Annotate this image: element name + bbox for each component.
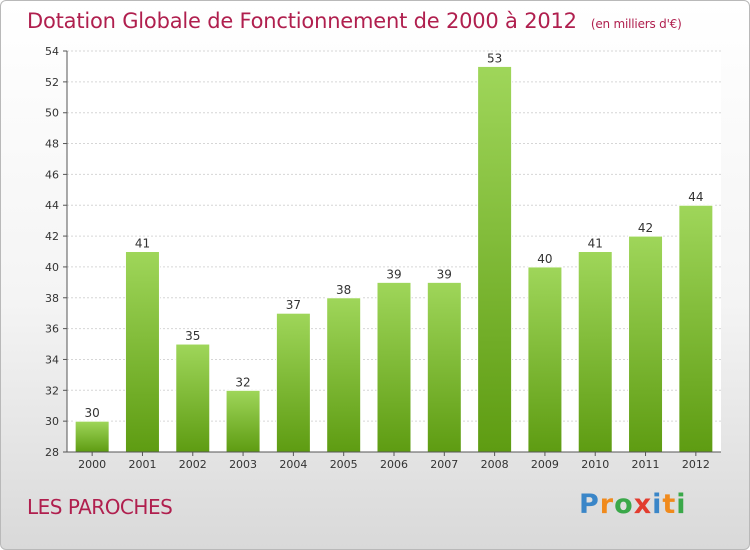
bar-value-label: 35 [185, 329, 200, 343]
x-tick-label: 2004 [279, 458, 307, 471]
bar-value-label: 41 [135, 237, 150, 251]
y-tick-label: 52 [45, 76, 59, 89]
logo-letter: i [652, 489, 663, 520]
x-tick-label: 2009 [531, 458, 559, 471]
bar-value-label: 39 [386, 267, 401, 281]
bars [74, 65, 714, 453]
bar-value-label: 44 [688, 190, 703, 204]
bar-value-label: 53 [487, 51, 502, 65]
bar [326, 297, 362, 453]
bar [477, 65, 513, 453]
bar-value-label: 42 [638, 221, 653, 235]
bar [628, 235, 664, 453]
x-tick-label: 2001 [128, 458, 156, 471]
x-tick-label: 2012 [682, 458, 710, 471]
bar [74, 420, 110, 453]
bar-value-label: 41 [588, 237, 603, 251]
x-tick-label: 2006 [380, 458, 408, 471]
y-tick-label: 42 [45, 230, 59, 243]
bar-value-label: 38 [336, 283, 351, 297]
logo-letter: i [676, 489, 687, 520]
y-tick-label: 32 [45, 384, 59, 397]
bar [376, 281, 412, 453]
x-tick-label: 2011 [632, 458, 660, 471]
x-tick-label: 2007 [430, 458, 458, 471]
y-tick-label: 34 [45, 353, 59, 366]
y-tick-label: 54 [45, 45, 59, 58]
logo-letter: t [662, 489, 677, 520]
bar [275, 312, 311, 453]
bar [426, 281, 462, 453]
x-tick-label: 2008 [481, 458, 509, 471]
chart-title-text: Dotation Globale de Fonctionnement de 20… [27, 9, 577, 33]
x-tick-label: 2010 [581, 458, 609, 471]
y-tick-label: 38 [45, 292, 59, 305]
bar [175, 343, 211, 453]
bar [577, 251, 613, 453]
chart-subtitle: (en milliers d'€) [590, 17, 682, 31]
logo-letter: r [599, 489, 615, 520]
bar [527, 266, 563, 453]
bar-value-label: 40 [537, 252, 552, 266]
logo-letter: x [633, 489, 653, 520]
bar [678, 204, 714, 453]
proxiti-logo: Proxiti [579, 489, 687, 520]
labels: 28 30 32 34 36 38 40 42 44 46 48 50 52 54 30 2000 41 2001… [45, 45, 710, 471]
y-tick-label: 48 [45, 138, 59, 151]
y-tick-label: 30 [45, 415, 59, 428]
x-tick-label: 2000 [78, 458, 106, 471]
place-name: LES PAROCHES [27, 495, 173, 519]
y-tick-label: 40 [45, 261, 59, 274]
bar-value-label: 37 [286, 298, 301, 312]
bar-value-label: 39 [437, 267, 452, 281]
axes [63, 50, 721, 456]
y-tick-label: 46 [45, 168, 59, 181]
y-tick-label: 36 [45, 323, 59, 336]
chart-title: Dotation Globale de Fonctionnement de 20… [27, 9, 682, 33]
x-tick-label: 2002 [179, 458, 207, 471]
y-tick-label: 50 [45, 107, 59, 120]
logo-letter: o [614, 489, 634, 520]
y-tick-label: 28 [45, 446, 59, 459]
x-tick-label: 2005 [330, 458, 358, 471]
bar [225, 389, 261, 453]
y-tick-label: 44 [45, 199, 59, 212]
logo-letter: P [579, 489, 600, 520]
x-tick-label: 2003 [229, 458, 257, 471]
bar [124, 251, 160, 453]
bar-value-label: 30 [85, 406, 100, 420]
bar-value-label: 32 [235, 375, 250, 389]
